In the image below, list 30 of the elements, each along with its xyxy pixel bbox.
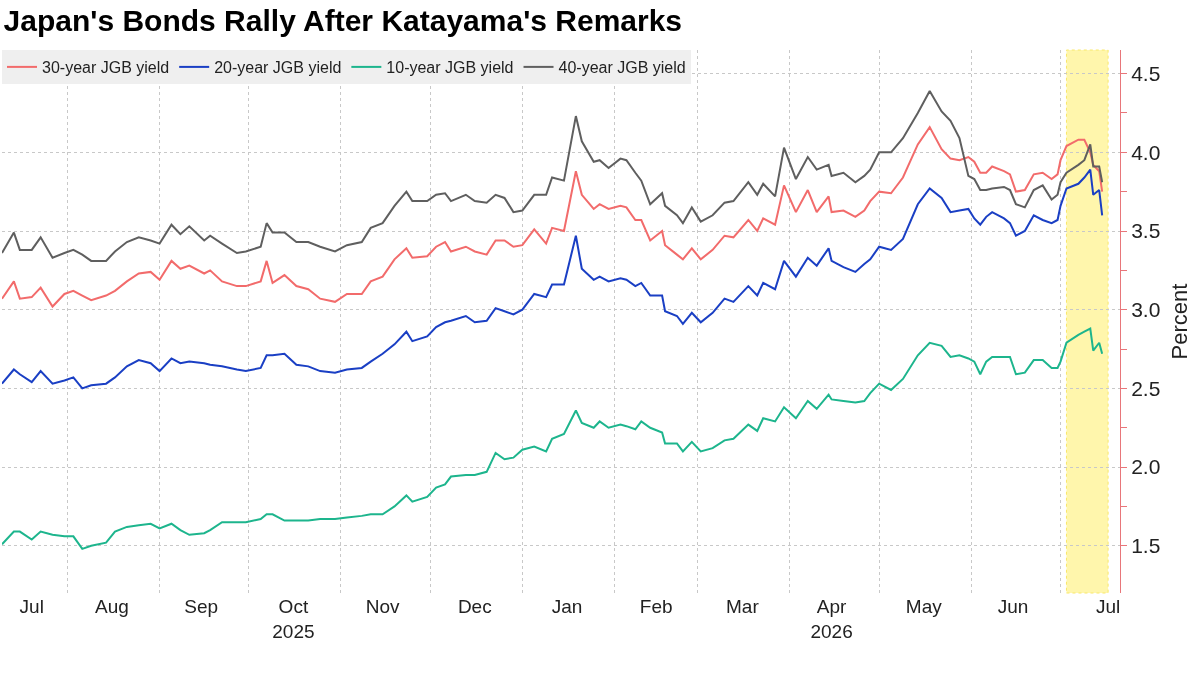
line-series — [2, 89, 1104, 262]
x-tick-label: Jun — [997, 596, 1029, 617]
y-tick-label: 2.5 — [1131, 376, 1161, 400]
x-tick-label: May — [905, 596, 943, 617]
x-tick-label: Oct 2025 — [272, 596, 315, 642]
x-tick-label: Jul — [1095, 596, 1121, 617]
x-tick-label: Jul — [19, 596, 44, 617]
chart-title: Japan's Bonds Rally After Katayama's Remarks — [3, 4, 683, 38]
x-tick-label: Feb — [639, 596, 673, 617]
legend-label: 10-year JGB yield — [386, 59, 514, 77]
y-tick-label: 4.0 — [1131, 140, 1161, 164]
y-axis-title: Percent — [1167, 283, 1193, 360]
legend-label: 20-year JGB yield — [214, 59, 342, 77]
y-tick-label: 3.0 — [1131, 298, 1161, 322]
line-series — [2, 327, 1104, 550]
y-tick-label: 4.5 — [1131, 61, 1161, 85]
y-tick-label: 3.5 — [1131, 219, 1161, 243]
line-series — [2, 126, 1104, 308]
x-tick-label: Nov — [365, 596, 400, 617]
x-tick-label: Apr 2026 — [810, 596, 853, 642]
x-tick-label: Dec — [457, 596, 492, 617]
legend-label: 30-year JGB yield — [42, 59, 170, 77]
y-tick-label: 1.5 — [1131, 534, 1161, 558]
x-tick-label: Aug — [95, 596, 129, 617]
y-tick-label: 2.0 — [1131, 455, 1161, 479]
line-series — [2, 168, 1104, 390]
x-tick-label: Jan — [551, 596, 583, 617]
x-tick-label: Sep — [184, 596, 219, 617]
legend-label: 40-year JGB yield — [558, 59, 686, 77]
x-tick-label: Mar — [726, 596, 760, 617]
